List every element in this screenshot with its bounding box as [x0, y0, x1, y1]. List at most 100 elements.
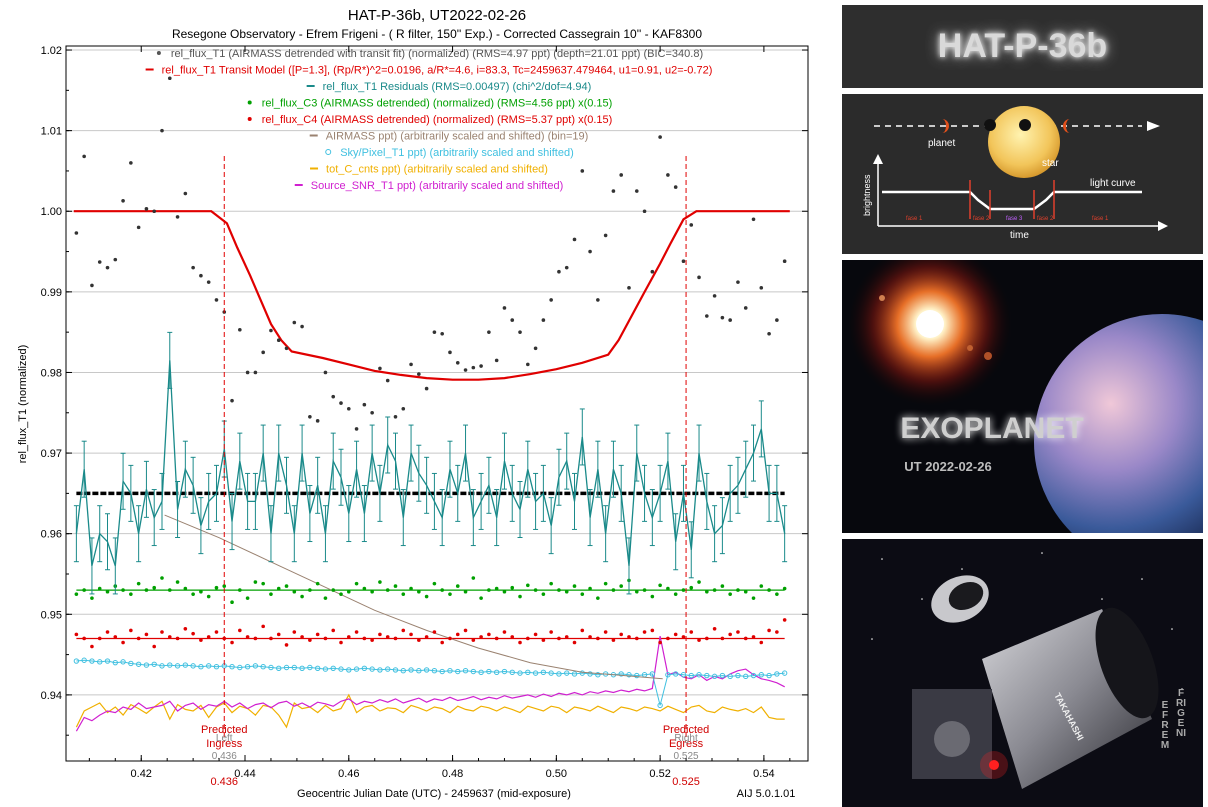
axes: 0.94 0.95 0.96 0.97 0.98 0.99 1.00 1.01 1.02 0.42…	[41, 45, 808, 788]
c4-point	[533, 632, 538, 637]
sky-pixel-point	[97, 659, 103, 665]
target-point	[74, 231, 79, 235]
target-point	[759, 286, 764, 290]
c4-point	[152, 644, 157, 649]
sky-pixel-point	[649, 671, 656, 677]
c4-point	[767, 628, 771, 633]
c4-point	[401, 628, 406, 633]
y-tick-label: 0.99	[41, 287, 62, 299]
sky-pixel-point	[587, 671, 593, 677]
c4-point	[238, 628, 242, 633]
c3-point	[440, 588, 444, 592]
red-led-icon	[989, 760, 999, 770]
c3-point	[191, 592, 195, 596]
target-point	[751, 217, 756, 222]
target-point	[518, 330, 522, 334]
c3-point	[183, 586, 188, 591]
c4-point	[362, 636, 367, 641]
sky-pixel-point	[361, 665, 368, 671]
sky-pixel-point	[283, 664, 290, 671]
c4-point	[705, 636, 709, 641]
sky-pixel-point	[190, 663, 196, 669]
c4-point	[214, 630, 219, 634]
sky-pixel-point	[182, 662, 189, 668]
target-point	[378, 366, 382, 371]
c3-point	[557, 588, 561, 592]
c3-point	[308, 588, 312, 592]
sky-pixel-point	[634, 672, 640, 679]
marker-axis-label: 0.436	[210, 776, 238, 788]
target-point	[214, 298, 219, 302]
light-curve-line	[882, 190, 1142, 211]
c3-point	[432, 581, 437, 586]
sky-pixel-point	[462, 668, 469, 674]
predicted-marker-label: Predicted	[663, 724, 709, 736]
planet-dot-icon	[984, 119, 996, 131]
target-point	[712, 294, 717, 298]
c4-point	[206, 635, 211, 639]
target-point	[502, 306, 507, 310]
small-planet-icon	[879, 295, 885, 301]
target-point	[627, 286, 631, 290]
c3-point	[549, 581, 553, 586]
c4-point	[557, 636, 561, 641]
planet-label: planet	[928, 138, 955, 149]
sky-pixel-point	[680, 672, 687, 678]
c4-point	[136, 636, 141, 641]
sky-pixel-line	[76, 659, 785, 706]
c4-point	[743, 636, 748, 641]
target-point	[292, 320, 297, 325]
legend-marker	[247, 117, 252, 121]
target-point	[564, 265, 569, 270]
sky-pixel-point	[307, 664, 313, 671]
c4-point	[393, 636, 398, 641]
c3-point	[370, 589, 374, 594]
target-point	[253, 370, 258, 375]
c4-point	[191, 631, 195, 636]
sky-pixel-point	[291, 664, 298, 671]
c4-point	[300, 635, 304, 639]
c3-point	[611, 588, 616, 592]
c4-point	[354, 630, 359, 634]
target-point	[315, 419, 320, 423]
c3-point	[658, 583, 662, 588]
sky-pixel-point	[198, 663, 204, 670]
phase-label: fase 3	[1006, 216, 1023, 222]
target-point	[191, 265, 195, 270]
target-point	[603, 233, 608, 238]
y-tick-label: 0.97	[41, 448, 62, 460]
target-point	[557, 269, 561, 274]
target-point	[354, 427, 359, 431]
target-point	[409, 362, 413, 367]
sky-pixel-point	[672, 671, 679, 677]
legend-marker	[156, 51, 161, 55]
c3-point	[339, 592, 343, 596]
sky-pixel-point	[89, 658, 95, 664]
sky-pixel-point	[260, 663, 266, 670]
sky-pixel-point	[322, 666, 329, 672]
transit-diagram-panel: planet star light curve brightness time …	[842, 94, 1203, 254]
sky-pixel-point	[626, 672, 632, 678]
c3-point	[479, 596, 483, 600]
legend-marker	[325, 149, 332, 155]
c3-point	[167, 588, 172, 592]
target-point	[346, 406, 351, 411]
phase-label: fase 2	[1037, 216, 1054, 222]
c3-point	[666, 586, 670, 591]
sky-pixel-point	[237, 664, 243, 671]
brightness-label: brightness	[862, 174, 872, 216]
target-point	[440, 331, 444, 336]
sky-pixel-point	[400, 668, 406, 674]
c3-point	[175, 580, 180, 584]
sky-pixel-point	[353, 666, 360, 672]
title-panel: HAT-P-36b	[842, 5, 1203, 88]
c3-point	[689, 585, 694, 590]
sky-pixel-point	[439, 668, 445, 675]
target-point	[448, 350, 452, 355]
c4-point	[261, 624, 265, 629]
target-point	[238, 327, 242, 332]
marker-value-label: 0.525	[674, 751, 699, 762]
c3-point	[214, 585, 219, 590]
c3-point	[782, 586, 787, 591]
chart-title: HAT-P-36b, UT2022-02-26	[348, 7, 526, 24]
